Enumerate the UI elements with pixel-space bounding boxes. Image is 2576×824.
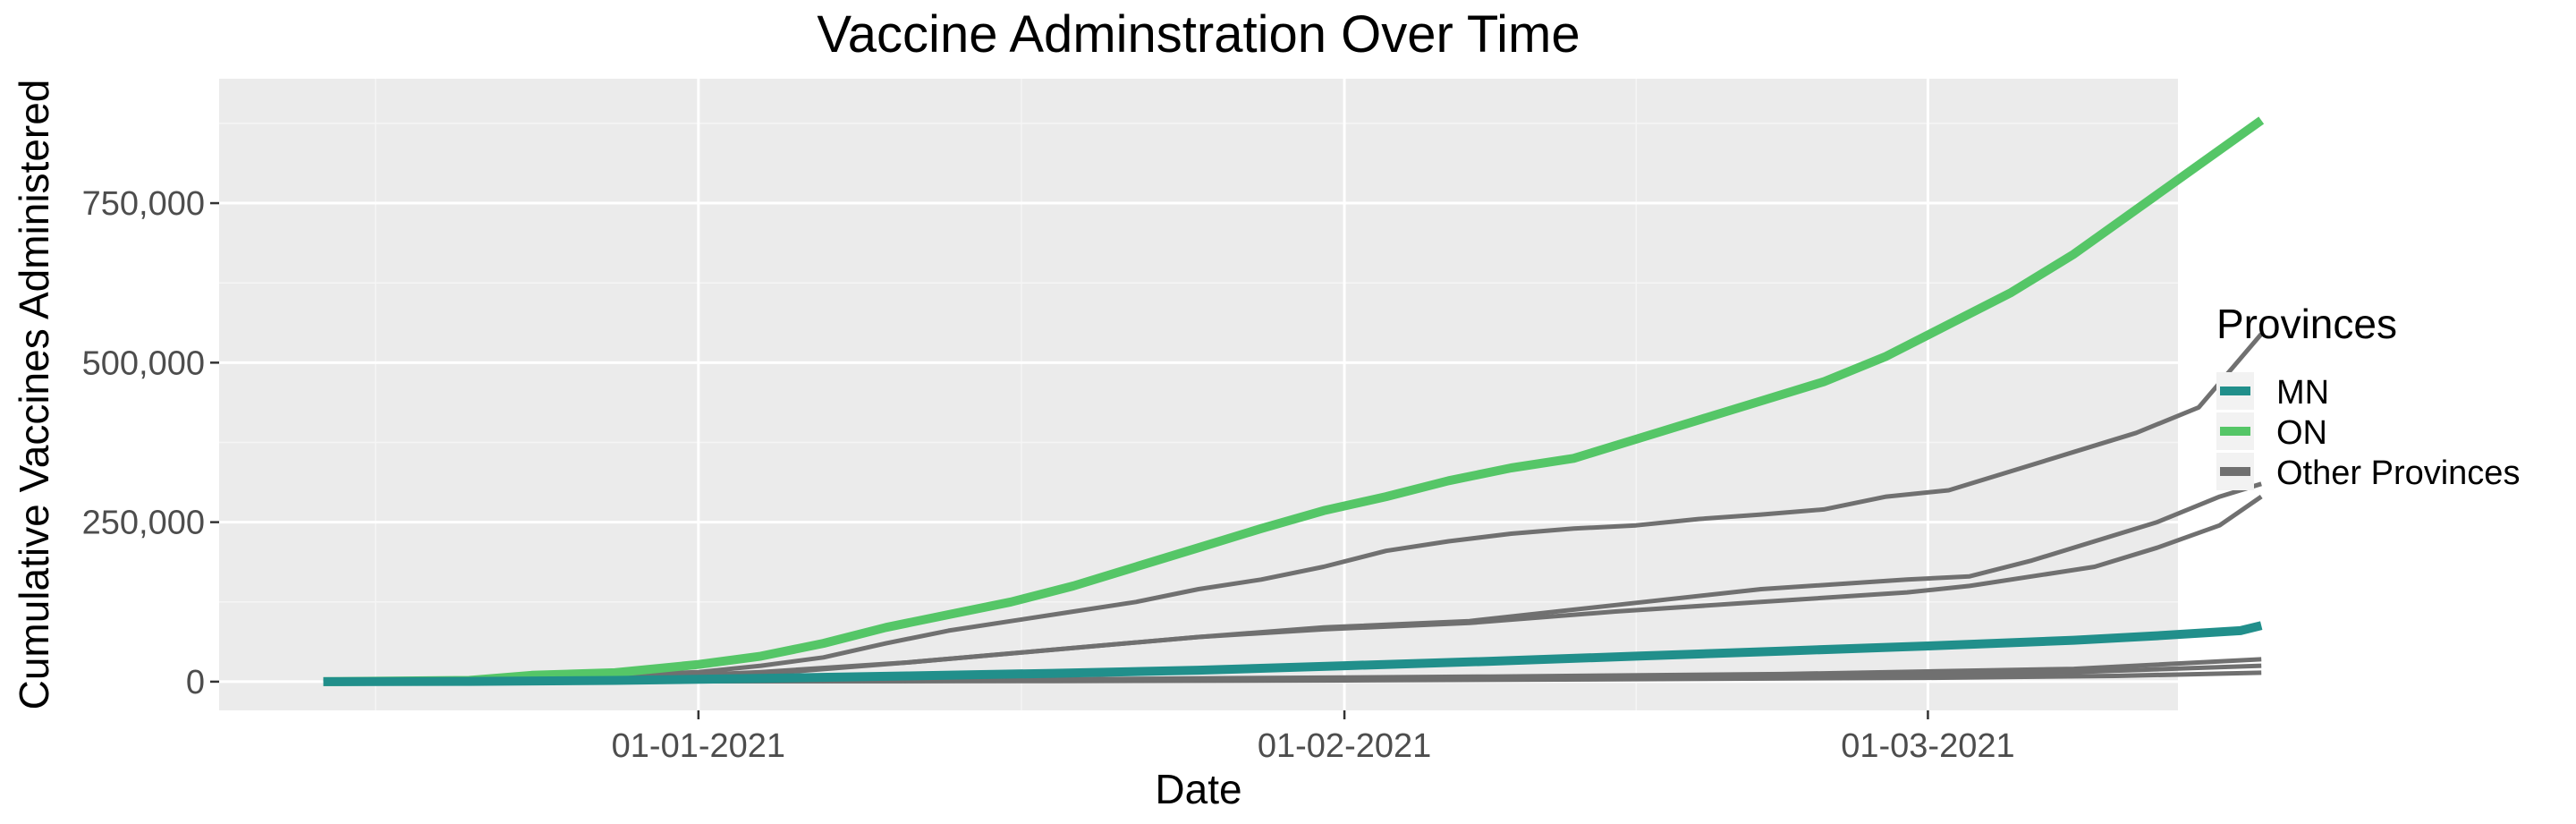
y-axis-title: Cumulative Vaccines Administered (11, 80, 57, 710)
legend-label: Other Provinces (2276, 454, 2520, 492)
legend-entry-mn: MN (2216, 372, 2329, 412)
legend-title: Provinces (2216, 301, 2397, 347)
chart-title: Vaccine Adminstration Over Time (817, 5, 1580, 64)
major-grid (219, 79, 2178, 710)
series-line-mn-1 (323, 621, 2263, 686)
series-line-other-provinces-2 (323, 332, 2264, 684)
y-tick-label: 250,000 (82, 505, 205, 542)
legend-label: ON (2276, 414, 2327, 452)
x-tick-label: 01-02-2021 (1258, 727, 1431, 765)
y-axis-ticks: 0 250,000 500,000 750,000 (82, 185, 219, 701)
y-tick-label: 0 (186, 664, 205, 701)
legend-label: MN (2276, 374, 2329, 412)
series-layer (323, 116, 2265, 686)
minor-grid (219, 79, 2178, 710)
series-line-other-provinces-4 (323, 495, 2263, 684)
plot-panel (219, 79, 2178, 710)
y-tick-label: 750,000 (82, 185, 205, 223)
y-tick-label: 500,000 (82, 344, 205, 382)
x-tick-label: 01-03-2021 (1841, 727, 2014, 765)
x-tick-label: 01-01-2021 (612, 727, 785, 765)
series-line-on-0 (323, 116, 2265, 686)
legend-entry-on: ON (2216, 412, 2327, 452)
legend-entry-other-provinces: Other Provinces (2216, 453, 2520, 492)
x-axis-title: Date (1155, 766, 1241, 812)
series-line-other-provinces-7 (323, 670, 2262, 684)
x-axis-ticks: 01-01-2021 01-02-2021 01-03-2021 (612, 710, 2015, 765)
